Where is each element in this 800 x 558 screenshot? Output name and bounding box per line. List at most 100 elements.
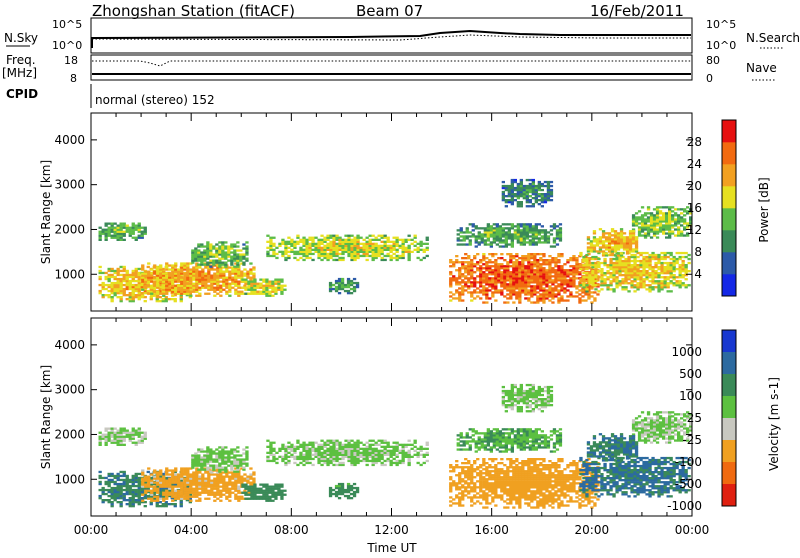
echo-cell bbox=[132, 225, 135, 227]
echo-cell bbox=[284, 249, 287, 251]
echo-cell bbox=[470, 285, 473, 287]
echo-cell bbox=[505, 223, 508, 225]
echo-cell bbox=[523, 231, 526, 233]
echo-cell bbox=[466, 227, 469, 229]
echo-cell bbox=[624, 258, 627, 260]
echo-cell bbox=[378, 235, 381, 237]
echo-cell bbox=[320, 255, 323, 257]
echo-cell bbox=[138, 442, 141, 444]
echo-cell bbox=[524, 285, 527, 287]
echo-cell bbox=[582, 286, 585, 288]
echo-cell bbox=[240, 498, 243, 500]
echo-cell bbox=[606, 284, 609, 286]
echo-cell bbox=[212, 247, 215, 249]
echo-cell bbox=[239, 458, 242, 460]
echo-cell bbox=[547, 197, 550, 199]
echo-cell bbox=[195, 471, 198, 473]
echo-cell bbox=[633, 290, 636, 292]
echo-cell bbox=[408, 253, 411, 255]
echo-cell bbox=[203, 245, 206, 247]
echo-cell bbox=[523, 189, 526, 191]
echo-cell bbox=[356, 253, 359, 255]
echo-cell bbox=[111, 225, 114, 227]
echo-cell bbox=[550, 181, 553, 183]
echo-cell bbox=[493, 229, 496, 231]
echo-cell bbox=[224, 258, 227, 260]
echo-cell bbox=[387, 241, 390, 243]
echo-cell bbox=[195, 271, 198, 273]
echo-cell bbox=[168, 275, 171, 277]
echo-cell bbox=[129, 296, 132, 298]
echo-cell bbox=[390, 255, 393, 257]
echo-cell bbox=[283, 490, 286, 492]
echo-cell bbox=[624, 274, 627, 276]
echo-cell bbox=[228, 471, 231, 473]
echo-cell bbox=[569, 271, 572, 273]
echo-cell bbox=[323, 241, 326, 243]
echo-cell bbox=[657, 254, 660, 256]
echo-cell bbox=[527, 291, 530, 293]
echo-cell bbox=[246, 277, 249, 279]
echo-cell bbox=[117, 483, 120, 485]
echo-cell bbox=[590, 291, 593, 293]
echo-cell bbox=[233, 463, 236, 465]
echo-cell bbox=[635, 222, 638, 224]
echo-cell bbox=[126, 276, 129, 278]
echo-cell bbox=[511, 179, 514, 181]
echo-cell bbox=[521, 273, 524, 275]
echo-cell bbox=[344, 286, 347, 288]
echo-cell bbox=[557, 293, 560, 295]
echo-cell bbox=[117, 477, 120, 479]
echo-cell bbox=[676, 260, 679, 262]
echo-cell bbox=[473, 277, 476, 279]
echo-cell bbox=[209, 251, 212, 253]
echo-cell bbox=[594, 256, 597, 258]
echo-cell bbox=[550, 195, 553, 197]
echo-cell bbox=[375, 237, 378, 239]
echo-cell bbox=[665, 222, 668, 224]
echo-cell bbox=[215, 454, 218, 456]
echo-cell bbox=[536, 301, 539, 303]
echo-cell bbox=[194, 247, 197, 249]
echo-cell bbox=[476, 253, 479, 255]
echo-cell bbox=[129, 436, 132, 438]
echo-cell bbox=[461, 257, 464, 259]
echo-cell bbox=[470, 263, 473, 265]
echo-cell bbox=[191, 458, 194, 460]
echo-cell bbox=[150, 482, 153, 484]
echo-cell bbox=[111, 300, 114, 302]
echo-cell bbox=[548, 279, 551, 281]
echo-cell bbox=[529, 241, 532, 243]
echo-cell bbox=[183, 486, 186, 488]
echo-cell bbox=[236, 461, 239, 463]
echo-cell bbox=[356, 239, 359, 241]
echo-cell bbox=[102, 272, 105, 274]
echo-cell bbox=[554, 269, 557, 271]
echo-cell bbox=[271, 492, 274, 494]
echo-cell bbox=[473, 285, 476, 287]
echo-cell bbox=[135, 280, 138, 282]
echo-cell bbox=[623, 248, 626, 250]
echo-cell bbox=[269, 241, 272, 243]
echo-cell bbox=[212, 452, 215, 454]
echo-cell bbox=[147, 498, 150, 500]
echo-cell bbox=[192, 268, 195, 270]
echo-cell bbox=[144, 279, 147, 281]
echo-cell bbox=[129, 501, 132, 503]
echo-cell bbox=[296, 243, 299, 245]
echo-cell bbox=[608, 242, 611, 244]
echo-cell bbox=[341, 249, 344, 251]
echo-cell bbox=[192, 271, 195, 273]
echo-cell bbox=[545, 293, 548, 295]
echo-cell bbox=[585, 266, 588, 268]
echo-cell bbox=[566, 261, 569, 263]
echo-cell bbox=[241, 279, 244, 281]
echo-cell bbox=[212, 467, 215, 469]
echo-cell bbox=[216, 271, 219, 273]
echo-cell bbox=[461, 273, 464, 275]
echo-cell bbox=[491, 269, 494, 271]
echo-cell bbox=[479, 261, 482, 263]
echo-cell bbox=[476, 275, 479, 277]
echo-cell bbox=[105, 276, 108, 278]
echo-cell bbox=[138, 483, 141, 485]
